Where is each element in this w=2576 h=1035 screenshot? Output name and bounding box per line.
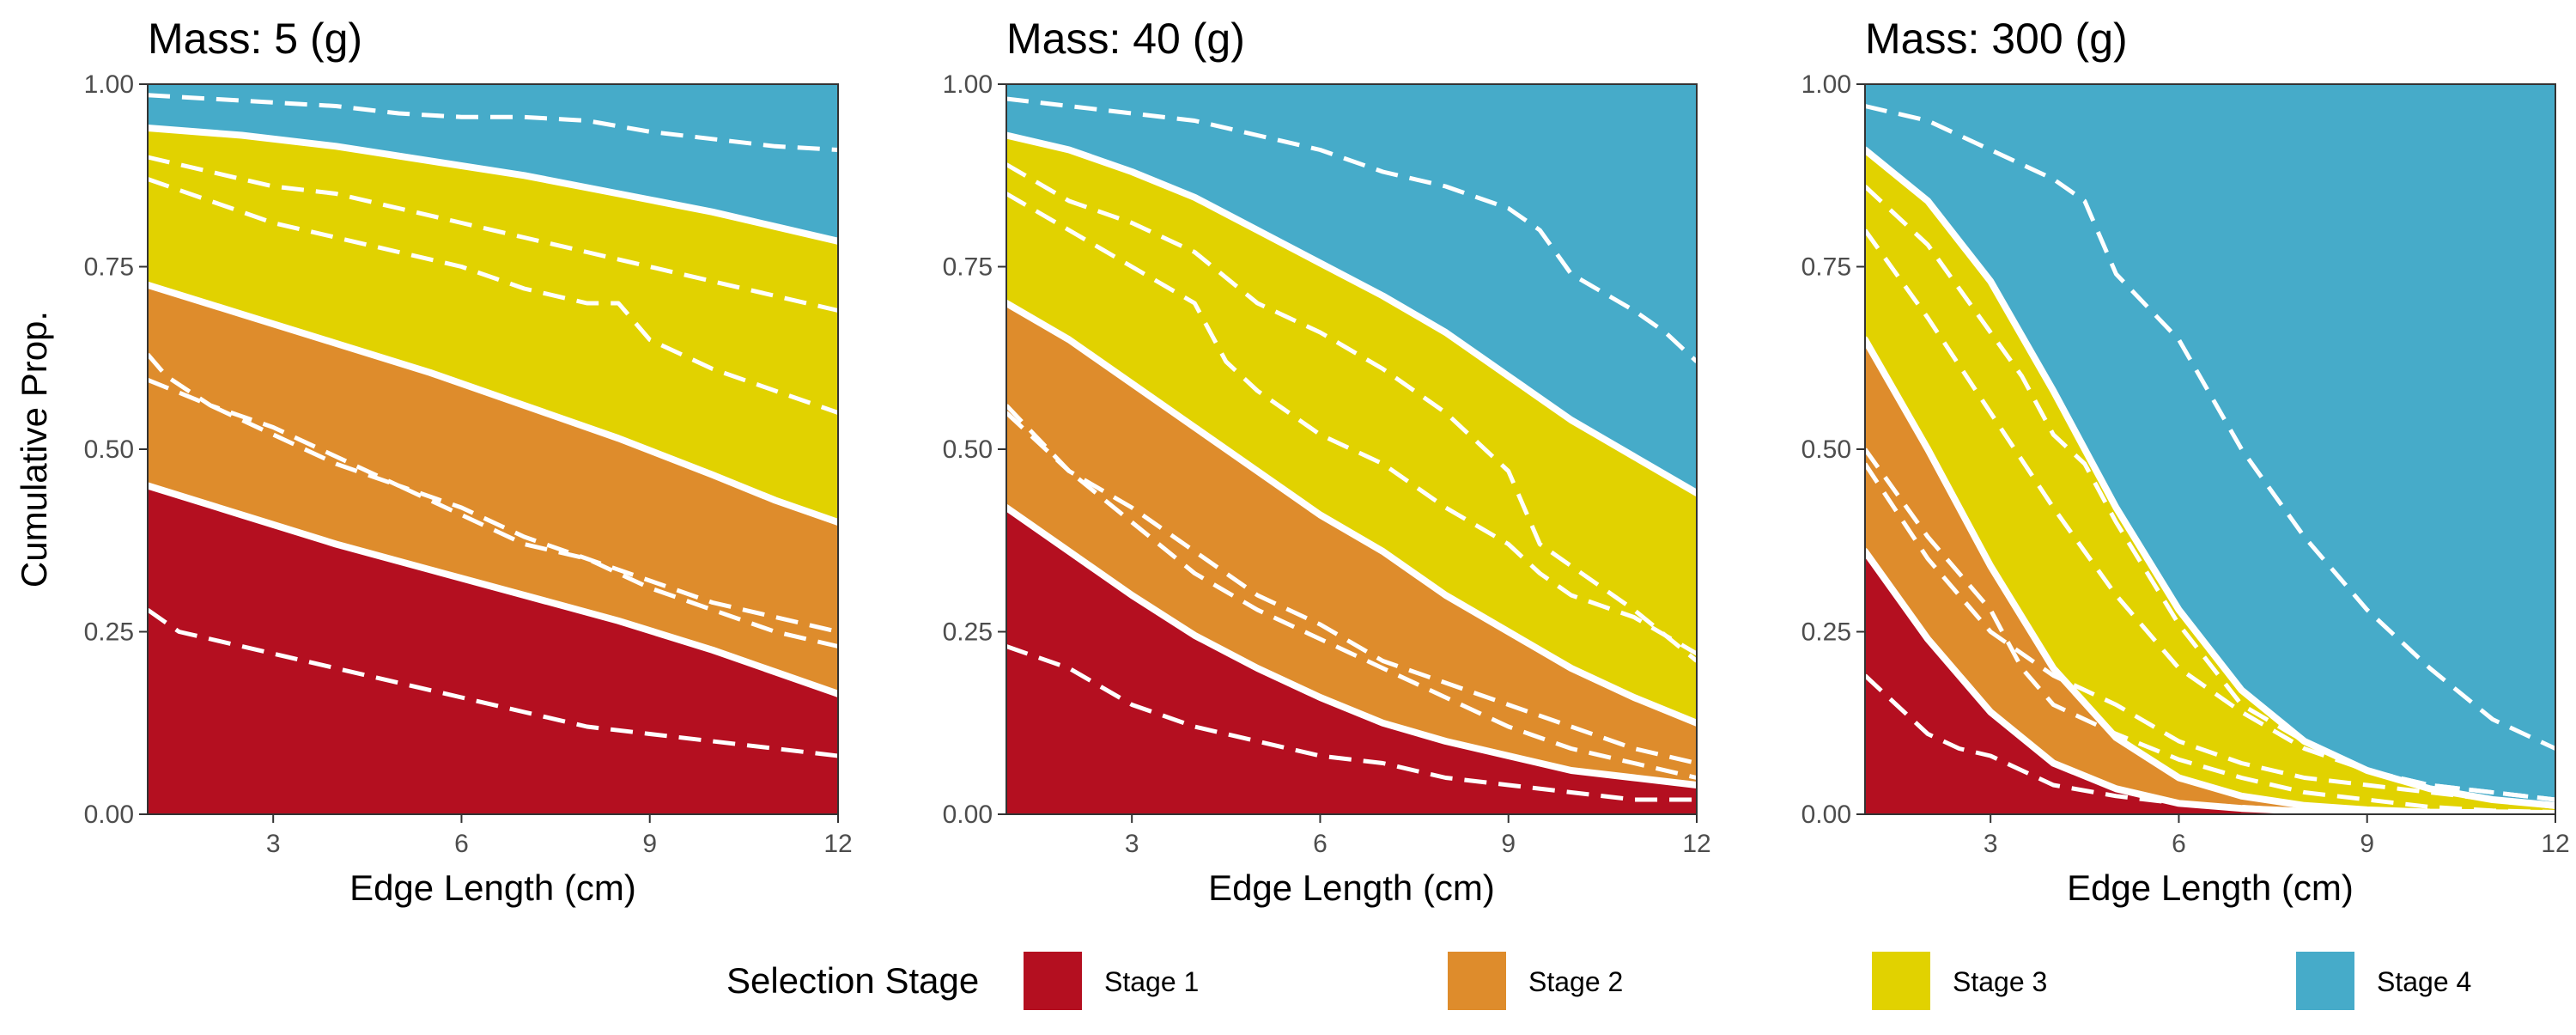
- panel-1-band-stage-1: [148, 485, 838, 814]
- panel-1-x-tick-label: 12: [823, 830, 852, 858]
- panel-3-x-tick-label: 9: [2360, 830, 2374, 858]
- panel-1-fitted-boundary-2: [144, 281, 841, 526]
- panel-2-y-tick-label: 0.50: [943, 435, 993, 464]
- panel-3-y-tick-label: 0.75: [1801, 253, 1851, 282]
- panel-2-empirical-line-3: [1005, 411, 1698, 765]
- legend-label-stage-4: Stage 4: [2377, 966, 2471, 997]
- legend-title: Selection Stage: [726, 960, 979, 1001]
- panel-1-y-tick-label: 0.25: [84, 618, 134, 647]
- panel-1-y-tick-label: 0.00: [84, 801, 134, 829]
- panel-1-empirical-line-6: [147, 93, 839, 152]
- panel-2-fitted-boundary-1: [1003, 504, 1700, 788]
- panel-3-x-axis-title: Edge Length (cm): [2067, 868, 2354, 908]
- panel-2-x-tick-label: 6: [1313, 830, 1327, 858]
- panel-3-y-tick-label: 0.25: [1801, 618, 1851, 647]
- panel-1-fitted-boundary-1: [144, 482, 841, 697]
- panel-2-empirical-line-1: [1005, 644, 1697, 802]
- panel-1-empirical-line-5: [147, 155, 839, 313]
- panel-2-y-tick-label: 0.75: [943, 253, 993, 282]
- panel-2-empirical-line-6: [1005, 96, 1698, 363]
- panel-3-x-tick-label: 6: [2172, 830, 2186, 858]
- panel-3-title: Mass: 300 (g): [1865, 15, 2128, 63]
- legend-label-stage-3: Stage 3: [1953, 966, 2047, 997]
- legend-label-stage-1: Stage 1: [1104, 966, 1199, 997]
- panel-3-x-tick-label: 3: [1984, 830, 1998, 858]
- panel-1-empirical-line-1: [146, 607, 839, 758]
- panel-1-y-tick-label: 0.50: [84, 435, 134, 464]
- legend-label-stage-2: Stage 2: [1528, 966, 1623, 997]
- panel-2-y-tick-label: 0.25: [943, 618, 993, 647]
- legend-key-stage-4: [2296, 952, 2354, 1010]
- panel-1-title: Mass: 5 (g): [148, 15, 362, 63]
- panel-1-x-axis-title: Edge Length (cm): [349, 868, 636, 908]
- panel-1-empirical-line-3: [147, 377, 839, 648]
- legend-key-stage-3: [1872, 952, 1930, 1010]
- y-axis-title: Cumulative Prop.: [14, 311, 54, 588]
- panel-1-empirical-line-2: [146, 352, 839, 634]
- panel-2-y-tick-label: 1.00: [943, 70, 993, 99]
- panel-3-y-tick-label: 1.00: [1801, 70, 1851, 99]
- panel-3-band-stage-3: [1865, 149, 2555, 814]
- panel-2-x-tick-label: 9: [1501, 830, 1516, 858]
- panel-1-fitted-boundary-3: [144, 125, 841, 245]
- panel-2-x-tick-label: 3: [1125, 830, 1139, 858]
- panel-3-y-tick-label: 0.00: [1801, 801, 1851, 829]
- panel-2-title: Mass: 40 (g): [1006, 15, 1245, 63]
- panel-1-y-tick-label: 0.75: [84, 253, 134, 282]
- panel-2-band-stage-2: [1006, 303, 1697, 785]
- panel-3-empirical-line-2: [1862, 447, 2556, 814]
- panel-1-x-tick-label: 3: [266, 830, 281, 858]
- panel-1-y-tick-label: 1.00: [84, 70, 134, 99]
- panel-3-band-stage-2: [1865, 339, 2555, 814]
- panel-3-empirical-line-4: [1862, 228, 2556, 802]
- panel-2-fitted-boundary-2: [1003, 300, 1700, 727]
- panel-3-x-tick-label: 12: [2541, 830, 2569, 858]
- panel-3-y-tick-label: 0.50: [1801, 435, 1851, 464]
- panel-2-x-tick-label: 12: [1682, 830, 1710, 858]
- panel-2-empirical-line-2: [1005, 404, 1698, 780]
- panel-3-empirical-line-1: [1863, 673, 2556, 817]
- panel-1-x-tick-label: 6: [454, 830, 469, 858]
- panel-2-empirical-line-4: [1005, 192, 1698, 656]
- panel-1-empirical-line-4: [147, 177, 839, 415]
- panel-2-empirical-line-5: [1005, 162, 1698, 663]
- panel-2-x-axis-title: Edge Length (cm): [1208, 868, 1495, 908]
- legend-key-stage-1: [1024, 952, 1082, 1010]
- panel-2-band-stage-4: [1006, 84, 1697, 493]
- panel-2-y-tick-label: 0.00: [943, 801, 993, 829]
- panel-3-empirical-line-6: [1864, 104, 2557, 751]
- panel-3-fitted-boundary-3: [1862, 146, 2559, 809]
- panel-2-band-stage-1: [1006, 508, 1697, 814]
- panel-3-band-stage-1: [1865, 551, 2555, 814]
- panel-1-x-tick-label: 9: [642, 830, 657, 858]
- panel-3-fitted-boundary-2: [1862, 336, 2559, 818]
- legend-key-stage-2: [1448, 952, 1506, 1010]
- panel-2-band-stage-3: [1006, 135, 1697, 723]
- panel-1-band-stage-3: [148, 128, 838, 522]
- panel-2-fitted-boundary-3: [1003, 131, 1700, 496]
